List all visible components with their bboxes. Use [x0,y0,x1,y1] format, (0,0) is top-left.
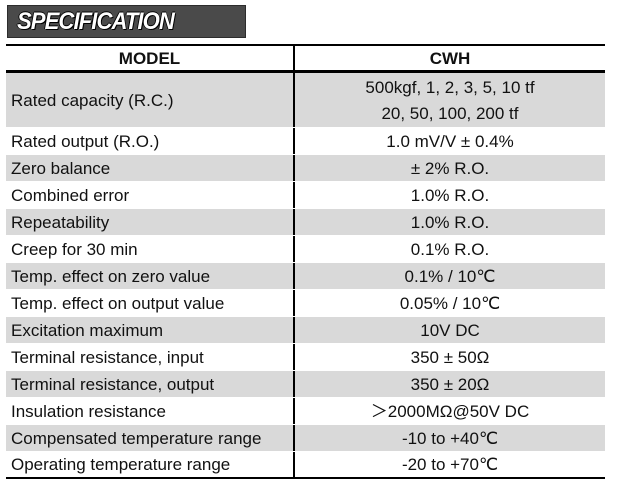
row-label: Creep for 30 min [6,236,295,262]
row-label: Terminal resistance, input [6,344,295,370]
table-row: Operating temperature range -20 to +70℃ [6,452,605,479]
row-label: Repeatability [6,209,295,235]
row-value-line: 20, 50, 100, 200 tf [381,103,519,123]
row-label: Operating temperature range [6,452,295,477]
row-label: Insulation resistance [6,398,295,424]
row-label: Combined error [6,182,295,208]
row-value: ＞2000MΩ@50V DC [370,401,530,421]
spec-table: MODEL CWH Rated capacity (R.C.) 500kgf, … [6,44,605,479]
row-value-line: 500kgf, 1, 2, 3, 5, 10 tf [365,77,535,97]
row-value: 0.1% R.O. [410,239,490,259]
specification-banner: SPECIFICATION [7,5,246,38]
header-model: MODEL [6,46,295,70]
row-label: Excitation maximum [6,317,295,343]
banner-title: SPECIFICATION [17,8,175,35]
table-row: Zero balance ± 2% R.O. [6,155,605,182]
row-value: 1.0 mV/V ± 0.4% [386,131,514,151]
table-row: Repeatability 1.0% R.O. [6,209,605,236]
table-row: Compensated temperature range -10 to +40… [6,425,605,452]
table-row: Insulation resistance ＞2000MΩ@50V DC [6,398,605,425]
table-row: Creep for 30 min 0.1% R.O. [6,236,605,263]
row-value: 500kgf, 1, 2, 3, 5, 10 tf 20, 50, 100, 2… [295,73,605,127]
row-value: -20 to +70℃ [401,455,499,474]
row-value: 10V DC [420,320,480,340]
row-label: Compensated temperature range [6,425,295,451]
row-label: Temp. effect on output value [6,290,295,316]
table-row: Excitation maximum 10V DC [6,317,605,344]
row-label: Temp. effect on zero value [6,263,295,289]
row-value: 350 ± 50Ω [410,347,490,367]
row-value: 1.0% R.O. [410,185,490,205]
header-cwh: CWH [429,48,471,68]
table-row: Combined error 1.0% R.O. [6,182,605,209]
table-row: Rated capacity (R.C.) 500kgf, 1, 2, 3, 5… [6,73,605,128]
row-value: 0.1% / 10℃ [404,266,496,286]
table-row: Rated output (R.O.) 1.0 mV/V ± 0.4% [6,128,605,155]
table-header: MODEL CWH [6,44,605,73]
table-row: Terminal resistance, input 350 ± 50Ω [6,344,605,371]
table-row: Temp. effect on zero value 0.1% / 10℃ [6,263,605,290]
row-label: Rated output (R.O.) [6,128,295,154]
row-value: 1.0% R.O. [410,212,490,232]
row-label: Zero balance [6,155,295,181]
row-value: 0.05% / 10℃ [399,293,501,313]
row-label: Terminal resistance, output [6,371,295,397]
row-value: -10 to +40℃ [401,428,499,448]
row-label: Rated capacity (R.C.) [6,73,295,127]
table-row: Temp. effect on output value 0.05% / 10℃ [6,290,605,317]
row-value: ± 2% R.O. [410,158,490,178]
table-row: Terminal resistance, output 350 ± 20Ω [6,371,605,398]
row-value: 350 ± 20Ω [410,374,490,394]
